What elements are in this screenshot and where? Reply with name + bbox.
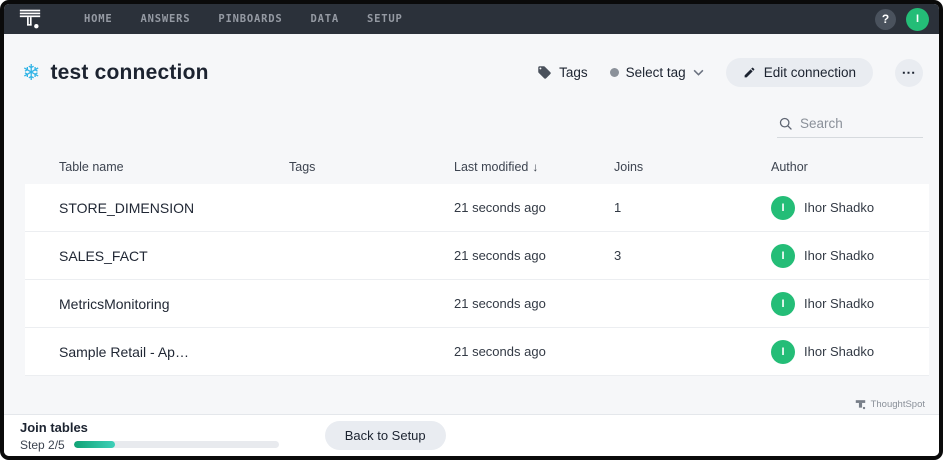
author-cell: I Ihor Shadko bbox=[771, 195, 929, 220]
table-name-cell: STORE_DIMENSION bbox=[59, 199, 195, 216]
wizard-step-label: Step 2/5 bbox=[20, 437, 65, 452]
last-modified-cell: 21 seconds ago bbox=[454, 296, 546, 311]
author-avatar: I bbox=[771, 243, 795, 268]
table-name-cell: MetricsMonitoring bbox=[59, 295, 170, 312]
table-row[interactable]: STORE_DIMENSION 21 seconds ago 1 I Ihor … bbox=[25, 184, 929, 232]
help-button[interactable]: ? bbox=[875, 8, 896, 30]
last-modified-cell: 21 seconds ago bbox=[454, 248, 546, 263]
chevron-down-icon bbox=[693, 69, 704, 76]
author-avatar: I bbox=[771, 291, 795, 316]
watermark: ThoughtSpot bbox=[4, 397, 939, 414]
column-header-table-name[interactable]: Table name bbox=[59, 160, 124, 174]
thoughtspot-watermark-icon bbox=[855, 400, 865, 410]
search-icon bbox=[779, 117, 792, 130]
joins-cell: 1 bbox=[614, 200, 622, 215]
back-to-setup-button[interactable]: Back to Setup bbox=[324, 421, 446, 450]
author-avatar: I bbox=[771, 339, 795, 364]
sort-desc-icon: ↓ bbox=[532, 160, 539, 174]
table-row[interactable]: SALES_FACT 21 seconds ago 3 I Ihor Shadk… bbox=[25, 232, 929, 280]
author-cell: I Ihor Shadko bbox=[771, 243, 929, 268]
column-header-tags[interactable]: Tags bbox=[289, 160, 316, 174]
nav-item-setup[interactable]: SETUP bbox=[366, 13, 403, 25]
pencil-icon bbox=[744, 67, 755, 78]
wizard-footer: Join tables Step 2/5 Back to Setup bbox=[4, 414, 939, 456]
edit-connection-button[interactable]: Edit connection bbox=[725, 58, 873, 87]
nav-item-data[interactable]: DATA bbox=[310, 13, 339, 25]
search-row bbox=[4, 87, 939, 138]
search-input[interactable] bbox=[800, 116, 910, 131]
author-avatar: I bbox=[771, 195, 795, 220]
table-row[interactable]: MetricsMonitoring 21 seconds ago I Ihor … bbox=[25, 280, 929, 328]
column-header-joins[interactable]: Joins bbox=[614, 160, 644, 174]
select-tag-dropdown[interactable]: Select tag bbox=[609, 65, 704, 80]
last-modified-cell: 21 seconds ago bbox=[454, 344, 546, 359]
author-name: Ihor Shadko bbox=[804, 344, 875, 359]
author-cell: I Ihor Shadko bbox=[771, 339, 929, 364]
table-body: STORE_DIMENSION 21 seconds ago 1 I Ihor … bbox=[25, 184, 929, 376]
select-tag-label: Select tag bbox=[625, 65, 686, 80]
tags-label: Tags bbox=[559, 65, 588, 80]
last-modified-cell: 21 seconds ago bbox=[454, 200, 546, 215]
nav-item-pinboards[interactable]: PINBOARDS bbox=[218, 13, 283, 25]
tables-list: Table name Tags Last modified ↓ Joins Aut… bbox=[4, 138, 939, 397]
wizard-step-title: Join tables bbox=[20, 419, 88, 435]
table-row[interactable]: Sample Retail - Ap… 21 seconds ago I Iho… bbox=[25, 328, 929, 376]
nav-menu: HOME ANSWERS PINBOARDS DATA SETUP bbox=[84, 13, 403, 25]
top-navbar: HOME ANSWERS PINBOARDS DATA SETUP ? I bbox=[4, 4, 939, 34]
progress-fill bbox=[73, 441, 115, 448]
author-name: Ihor Shadko bbox=[804, 248, 875, 263]
table-header-row: Table name Tags Last modified ↓ Joins Aut… bbox=[25, 160, 929, 184]
page-title: test connection bbox=[50, 60, 209, 84]
author-name: Ihor Shadko bbox=[804, 296, 875, 311]
column-header-last-modified[interactable]: Last modified ↓ bbox=[454, 160, 539, 174]
user-avatar[interactable]: I bbox=[906, 7, 929, 31]
wizard-progress-bar bbox=[73, 441, 279, 448]
author-cell: I Ihor Shadko bbox=[771, 291, 929, 316]
search-box[interactable] bbox=[777, 113, 923, 138]
author-name: Ihor Shadko bbox=[804, 200, 875, 215]
nav-item-home[interactable]: HOME bbox=[84, 13, 113, 25]
table-name-cell: Sample Retail - Ap… bbox=[59, 343, 189, 360]
watermark-label: ThoughtSpot bbox=[870, 399, 925, 410]
edit-connection-label: Edit connection bbox=[763, 65, 856, 80]
more-options-button[interactable]: ⋯ bbox=[895, 58, 923, 87]
joins-cell: 3 bbox=[614, 248, 622, 263]
table-name-cell: SALES_FACT bbox=[59, 247, 148, 264]
snowflake-connection-icon: ❄ bbox=[22, 59, 41, 85]
page-header: ❄ test connection Tags Select tag Ed bbox=[4, 34, 939, 87]
nav-item-answers[interactable]: ANSWERS bbox=[140, 13, 191, 25]
tag-color-dot-icon bbox=[609, 68, 619, 77]
tags-button[interactable]: Tags bbox=[537, 65, 588, 80]
column-header-author[interactable]: Author bbox=[771, 160, 808, 174]
tag-icon bbox=[538, 66, 551, 79]
thoughtspot-logo-icon[interactable] bbox=[18, 7, 44, 31]
